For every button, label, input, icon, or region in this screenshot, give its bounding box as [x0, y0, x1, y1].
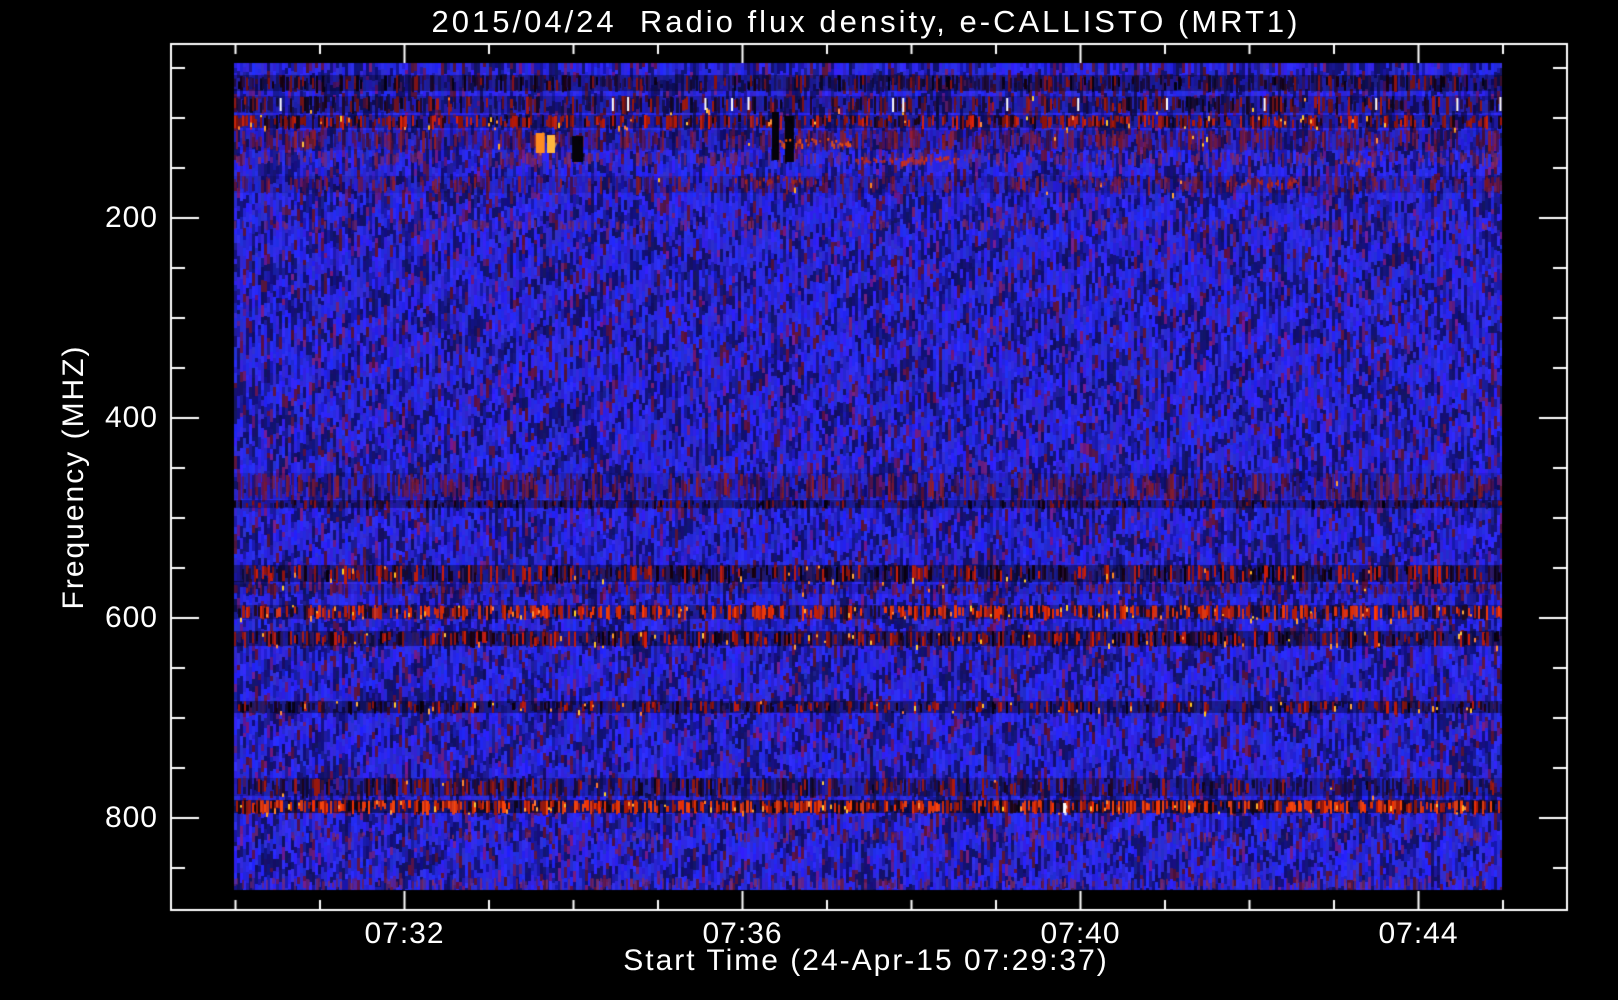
y-tick-label: 600: [104, 601, 158, 634]
y-tick-label: 800: [104, 801, 158, 834]
x-tick-label: 07:36: [702, 917, 783, 950]
chart-title: 2015/04/24 Radio flux density, e-CALLIST…: [431, 4, 1301, 39]
x-axis-title: Start Time (24-Apr-15 07:29:37): [623, 944, 1109, 977]
y-tick-label: 400: [104, 401, 158, 434]
x-tick-label: 07:44: [1378, 917, 1459, 950]
x-tick-label: 07:32: [364, 917, 445, 950]
y-axis-title: Frequency (MHZ): [57, 344, 90, 610]
x-tick-label: 07:40: [1040, 917, 1121, 950]
y-tick-label: 200: [104, 201, 158, 234]
